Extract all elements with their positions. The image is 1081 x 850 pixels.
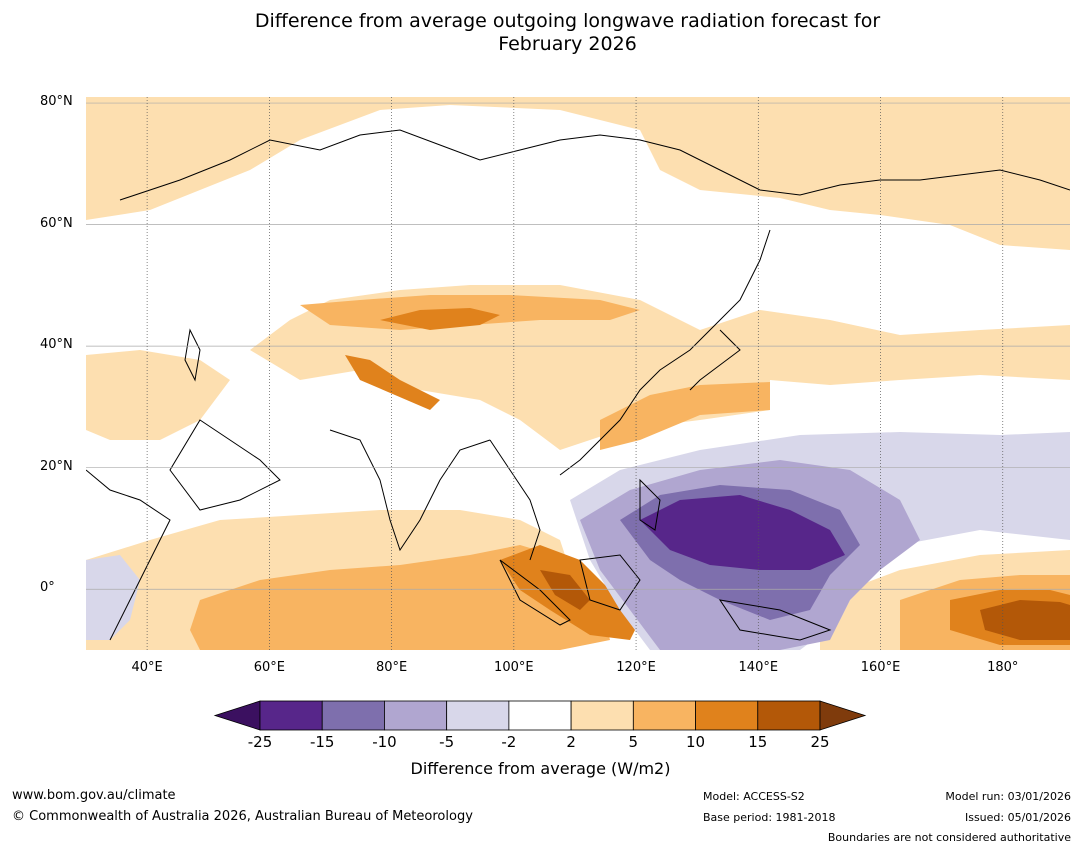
lon-label: 140°E <box>738 660 779 675</box>
coastline-east-asia <box>559 229 771 476</box>
lat-label: 60°N <box>40 215 73 231</box>
coastline-japan <box>689 329 741 391</box>
title-line-1: Difference from average outgoing longwav… <box>254 10 881 32</box>
lon-label: 100°E <box>494 660 534 675</box>
coastline-philippines <box>639 478 661 531</box>
colorbar-tick-label: -10 <box>372 733 397 751</box>
anomaly-region-japan-band <box>600 382 770 450</box>
colorbar-swatch <box>446 700 510 731</box>
lon-label: 160°E <box>860 660 901 675</box>
olr-anomaly-map <box>86 97 1070 650</box>
anomaly-fields <box>86 97 1070 650</box>
copyright-text: © Commonwealth of Australia 2026, Austra… <box>12 809 473 824</box>
coastline-arabia <box>169 419 281 511</box>
coastline-new-guinea <box>718 599 832 641</box>
coastline-asia-north <box>119 129 1070 201</box>
lon-label: 40°E <box>131 660 163 675</box>
lon-label: 80°E <box>375 660 408 675</box>
anomaly-region-himalaya-10 <box>345 355 440 410</box>
base-period: Base period: 1981-2018 <box>703 811 836 824</box>
issued-date: Issued: 05/01/2026 <box>964 811 1071 824</box>
colorbar-swatch <box>757 700 821 731</box>
title-line-2: February 2026 <box>498 33 637 55</box>
lon-label: 60°E <box>253 660 285 675</box>
coastline-borneo <box>579 554 641 611</box>
colorbar-swatch <box>632 700 696 731</box>
colorbar-swatch <box>321 700 385 731</box>
lat-label: 0° <box>40 580 55 596</box>
anomaly-region-wpac-neg15 <box>640 495 845 570</box>
colorbar-label: Difference from average (W/m2) <box>410 759 671 778</box>
colorbar-swatch <box>508 700 572 731</box>
colorbar-tick-label: -15 <box>309 733 335 751</box>
anomaly-region-java-15 <box>540 570 590 610</box>
colorbar-extend-max <box>819 700 867 731</box>
colorbar-swatch <box>259 700 323 731</box>
lon-label: 180° <box>987 660 1019 675</box>
anomaly-region-arctic <box>86 97 1070 250</box>
gridlines <box>86 97 1070 650</box>
map-title: Difference from average outgoing longwav… <box>160 10 975 56</box>
anomaly-region-east-africa-neg <box>86 555 140 640</box>
coastline-sumatra <box>499 559 571 626</box>
coastline-africa-east <box>86 469 171 641</box>
colorbar-extend-min <box>213 700 261 731</box>
website-link[interactable]: www.bom.gov.au/climate <box>12 788 176 803</box>
colorbar-tick-label: 15 <box>748 733 768 751</box>
coastline-india <box>329 429 491 552</box>
coastline-indochina <box>489 439 541 561</box>
anomaly-region-mideast <box>86 350 230 440</box>
colorbar-tick-label: -5 <box>439 733 455 751</box>
colorbar-swatch <box>384 700 448 731</box>
anomaly-region-indian-ocean-5 <box>190 545 610 650</box>
colorbar-tick-label: -2 <box>501 733 517 751</box>
lat-label: 40°N <box>40 337 73 353</box>
model-name: Model: ACCESS-S2 <box>703 790 805 803</box>
colorbar-tick-label: 5 <box>628 733 639 751</box>
model-run-date: Model run: 03/01/2026 <box>945 790 1071 803</box>
coastline-caspian <box>184 328 201 382</box>
anomaly-region-north-pacific <box>700 310 1070 385</box>
colorbar-swatch <box>570 700 634 731</box>
colorbar-tick-label: 25 <box>810 733 830 751</box>
colorbar-tick-label: -25 <box>247 733 273 751</box>
lon-label: 120°E <box>616 660 656 675</box>
colorbar-tick-label: 10 <box>686 733 706 751</box>
anomaly-region-mongolia-10 <box>380 308 500 330</box>
colorbar-tick-label: 2 <box>566 733 576 751</box>
colorbar-swatches <box>213 700 867 731</box>
lat-label: 20°N <box>40 458 73 474</box>
lat-label: 80°N <box>40 94 73 110</box>
colorbar-swatch <box>695 700 759 731</box>
boundaries-disclaimer: Boundaries are not considered authoritat… <box>827 831 1071 844</box>
coastlines <box>86 129 1070 641</box>
